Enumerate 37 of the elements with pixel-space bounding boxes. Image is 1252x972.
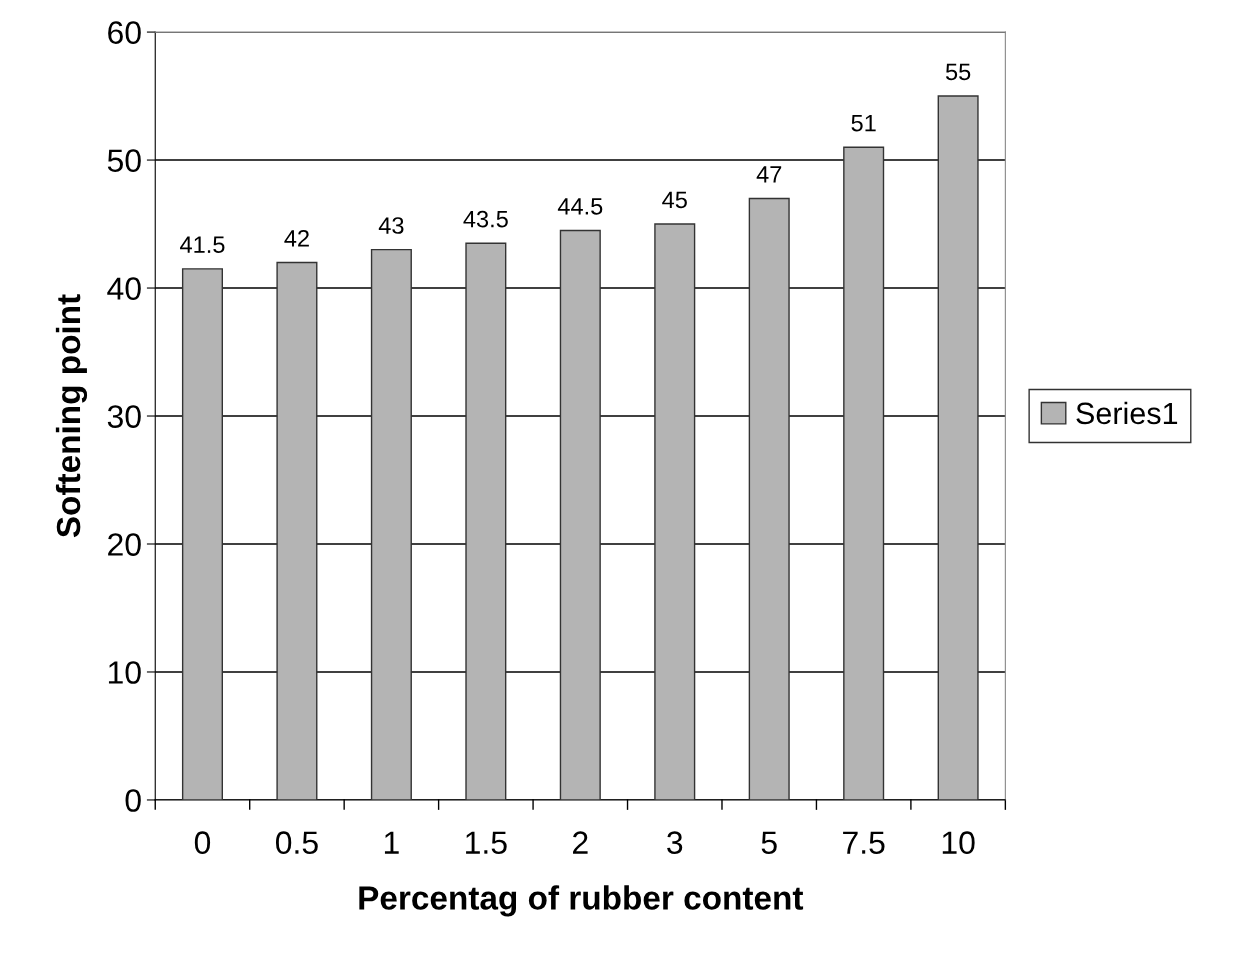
- x-tick-label: 1.5: [466, 831, 507, 854]
- bar: [654, 223, 696, 800]
- y-tick-label: 20: [108, 533, 141, 556]
- bar: [748, 197, 790, 800]
- data-label: 47: [756, 166, 782, 183]
- data-label: 42: [284, 229, 309, 247]
- x-tick-label: 2: [573, 831, 588, 854]
- data-label: 43.5: [463, 210, 508, 228]
- bar: [370, 248, 412, 800]
- data-label: 41.5: [180, 236, 225, 254]
- bar: [276, 261, 318, 800]
- y-tick-label: 0: [125, 789, 141, 812]
- y-tick-label: 50: [107, 149, 141, 172]
- bar: [181, 268, 224, 800]
- data-label: 51: [851, 115, 876, 132]
- data-label: 44.5: [557, 198, 603, 215]
- y-tick-label: 30: [107, 405, 141, 428]
- data-label: 55: [945, 63, 971, 81]
- x-tick-label: 0.5: [275, 831, 318, 854]
- data-label: 43: [378, 217, 404, 234]
- y-axis-title: Softening point: [55, 294, 88, 538]
- x-tick-label: 5: [761, 831, 777, 854]
- y-tick-label: 60: [108, 21, 141, 44]
- bar: [843, 146, 885, 800]
- x-tick-label: 7.5: [843, 831, 885, 854]
- bar: [937, 95, 979, 800]
- x-tick-label: 1: [384, 831, 399, 854]
- x-axis-title: Percentag of rubber content: [359, 885, 804, 917]
- y-tick-label: 40: [107, 277, 141, 300]
- data-label: 45: [662, 191, 687, 209]
- x-tick-label: 3: [667, 831, 683, 854]
- x-tick-label: 0: [194, 831, 211, 854]
- legend-label: Series1: [1076, 401, 1178, 425]
- bar: [465, 242, 507, 800]
- x-tick-label: 10: [942, 831, 975, 854]
- y-tick-label: 10: [108, 661, 141, 684]
- bar: [559, 229, 601, 800]
